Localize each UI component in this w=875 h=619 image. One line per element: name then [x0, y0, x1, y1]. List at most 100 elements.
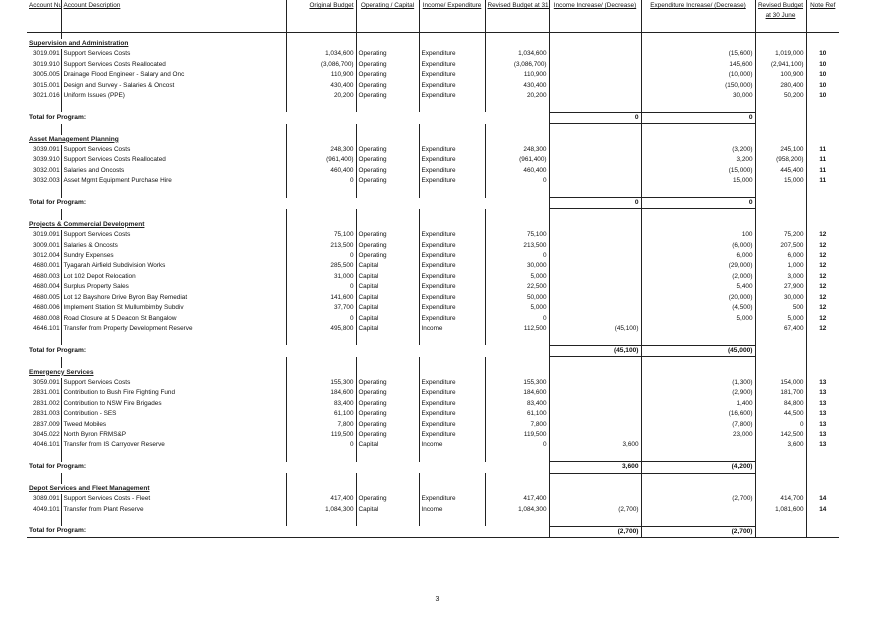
total-row: Total for Program: 0 0 [27, 197, 839, 210]
empty-cell [485, 134, 550, 146]
cell-income-expenditure: Expenditure [419, 377, 486, 389]
empty-cell [286, 39, 357, 50]
cell-operating-capital: Operating [356, 165, 420, 177]
empty-cell [27, 32, 62, 39]
table-row: 3009.001 Salaries & Oncosts 213,500 Operati… [27, 240, 839, 252]
cell-operating-capital: Operating [356, 155, 420, 166]
spacer-row [27, 101, 839, 113]
cell-operating-capital: Operating [356, 251, 420, 262]
cell-income-change [549, 240, 642, 252]
cell-note-ref: 12 [819, 304, 827, 312]
cell-expenditure-change [641, 440, 756, 451]
header-income-change: Income Increase/ (Decrease) [549, 0, 642, 33]
header-income-expenditure: Income/ Expenditure [419, 0, 486, 33]
empty-cell [419, 367, 486, 378]
cell-operating-capital: Operating [356, 49, 420, 60]
cell-note-ref: 11 [819, 177, 827, 185]
header-revised-budget-dec: Revised Budget at 31 December [485, 0, 550, 33]
cell-expenditure-change: 15,000 [641, 176, 756, 187]
empty-cell [641, 186, 756, 198]
empty-cell [27, 208, 62, 220]
cell-revised-budget-june: 280,400 [755, 80, 807, 92]
empty-cell [356, 101, 420, 113]
cell-original-budget: 0 [286, 440, 357, 451]
empty-cell [419, 186, 486, 198]
cell-original-budget: 0 [286, 251, 357, 262]
table-row: 3012.004 Sundry Expenses 0 Operating Expendi… [27, 251, 839, 262]
cell-income-change [549, 429, 642, 441]
cell-original-budget: 20,200 [286, 91, 357, 102]
table-row: 3089.091 Support Services Costs - Fleet 41… [27, 494, 839, 505]
table-row: 3045.022 North Byron FRMS&P 119,500 Operati… [27, 429, 839, 441]
cell-expenditure-change: (2,000) [641, 271, 756, 283]
cell-account-description: Transfer from Property Development Reser… [61, 323, 287, 335]
empty-cell [755, 450, 807, 462]
cell-original-budget: 119,500 [286, 429, 357, 441]
cell-account-description: Support Services Costs - Fleet [61, 494, 287, 505]
empty-cell [356, 367, 420, 378]
empty-cell [641, 450, 756, 462]
cell-account-description: Road Closure at 5 Deacon St Bangalow [61, 313, 287, 324]
cell-income-change [549, 70, 642, 81]
cell-account-description: Contribution - SES [61, 409, 287, 420]
table-row: 3032.001 Salaries and Oncosts 460,400 Opera… [27, 165, 839, 177]
cell-revised-budget-june: 75,200 [755, 230, 807, 241]
empty-cell [286, 123, 357, 135]
empty-cell [485, 483, 550, 495]
cell-income-change [549, 398, 642, 410]
cell-account-number: 2837.009 [27, 419, 62, 430]
cell-income-change [549, 59, 642, 71]
cell-revised-budget-dec: 83,400 [485, 398, 550, 410]
table-row: 3015.001 Design and Survey - Salaries & O… [27, 80, 839, 92]
cell-revised-budget-dec: 0 [485, 176, 550, 187]
cell-note-ref: 10 [819, 60, 827, 68]
cell-expenditure-change: 5,400 [641, 282, 756, 293]
cell-income-expenditure: Income [419, 504, 486, 516]
empty-cell [356, 483, 420, 495]
cell-original-budget: 7,800 [286, 419, 357, 430]
cell-operating-capital: Operating [356, 419, 420, 430]
spacer-row [27, 32, 839, 39]
cell-operating-capital: Operating [356, 429, 420, 441]
cell-income-change [549, 282, 642, 293]
cell-account-number: 3089.091 [27, 494, 62, 505]
total-income-change: 3,600 [549, 461, 642, 474]
cell-account-description: Support Services Costs [61, 377, 287, 389]
empty-cell [806, 39, 839, 49]
cell-revised-budget-june: 500 [755, 303, 807, 314]
table-row: 3039.910 Support Services Costs Reallocat… [27, 155, 839, 166]
empty-cell [61, 208, 287, 220]
table-row: 3032.003 Asset Mgmt Equipment Purchase Hi… [27, 176, 839, 187]
cell-account-description: Asset Mgmt Equipment Purchase Hire [61, 176, 287, 187]
cell-account-number: 3039.091 [27, 145, 62, 156]
cell-revised-budget-dec: 30,000 [485, 261, 550, 272]
cell-income-expenditure: Expenditure [419, 271, 486, 283]
total-row: Total for Program: (2,700) (2,700) [27, 525, 839, 538]
cell-income-expenditure: Income [419, 440, 486, 451]
empty-cell [356, 356, 420, 368]
empty-cell [419, 219, 486, 231]
cell-revised-budget-june: 245,100 [755, 145, 807, 156]
cell-income-change [549, 409, 642, 420]
empty-cell [485, 39, 550, 50]
empty-cell [549, 515, 642, 527]
empty-cell [61, 32, 287, 39]
cell-operating-capital: Capital [356, 504, 420, 516]
cell-income-expenditure: Expenditure [419, 176, 486, 187]
cell-original-budget: 0 [286, 313, 357, 324]
cell-account-description: Support Services Costs [61, 49, 287, 60]
empty-cell [356, 32, 420, 39]
cell-income-change [549, 388, 642, 399]
empty-cell [61, 123, 287, 135]
cell-account-description: Tyagarah Airfield Subdivision Works [61, 261, 287, 272]
total-row: Total for Program: 0 0 [27, 111, 839, 125]
total-label: Total for Program: [27, 461, 550, 474]
cell-revised-budget-june: 207,500 [755, 240, 807, 252]
cell-account-number: 3059.091 [27, 377, 62, 389]
total-income-change: 0 [549, 197, 642, 210]
empty-cell [641, 101, 756, 113]
empty-cell [755, 483, 807, 495]
empty-cell [806, 101, 839, 112]
cell-operating-capital: Operating [356, 377, 420, 389]
cell-expenditure-change: (15,000) [641, 165, 756, 177]
